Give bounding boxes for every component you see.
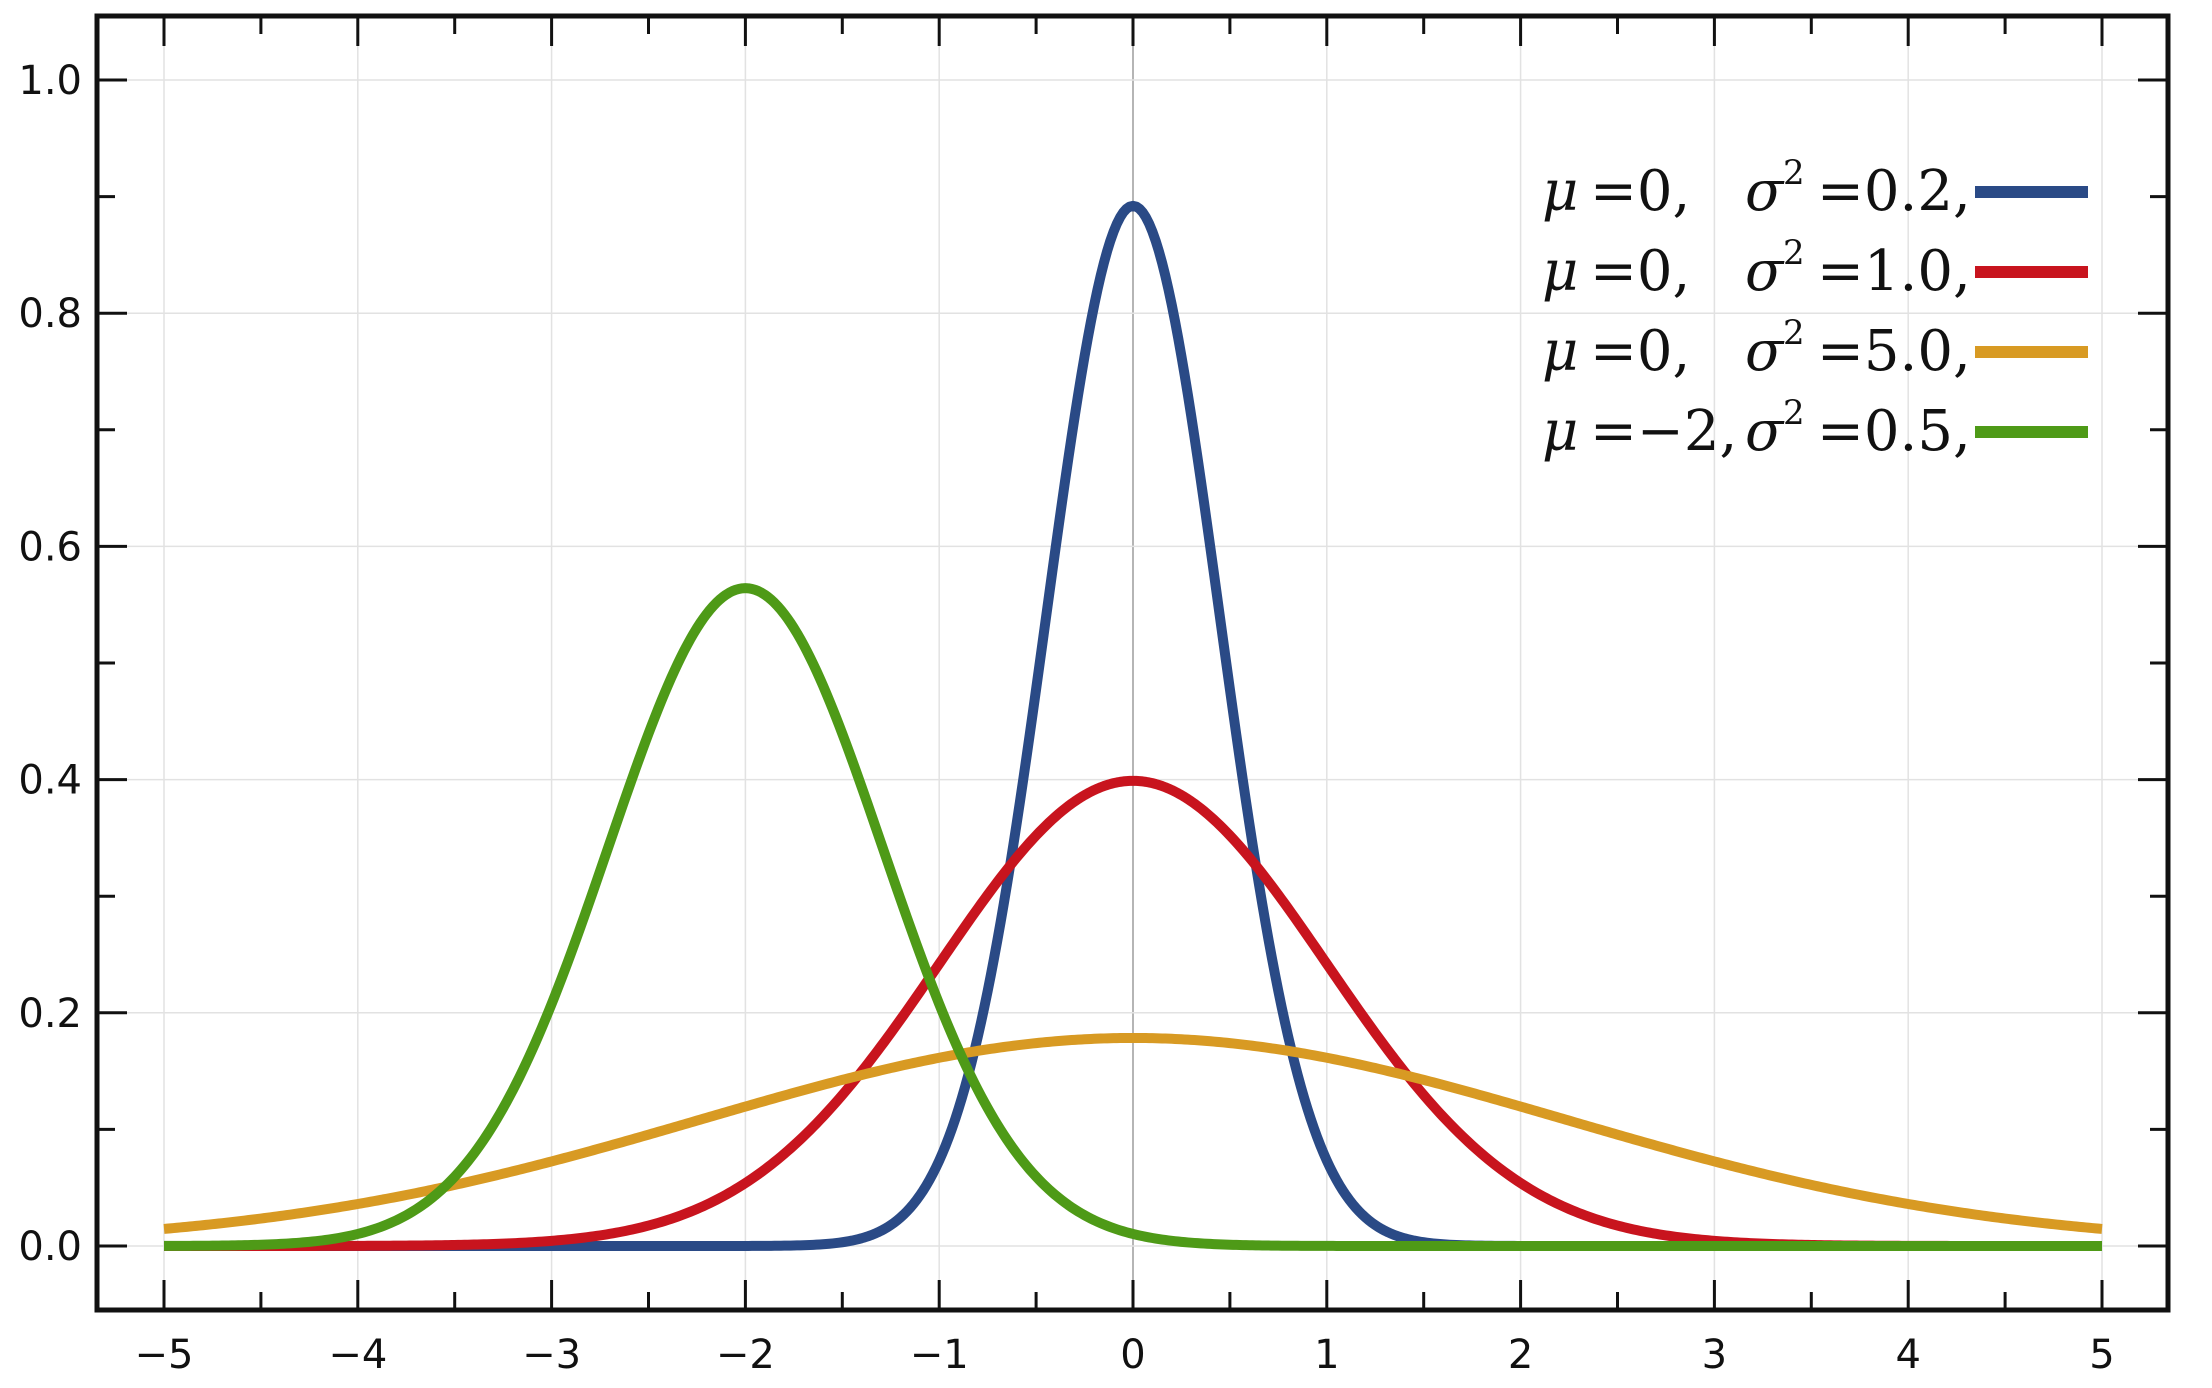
axis-ticks (97, 16, 2168, 1310)
legend-mu-value: =0, (1590, 239, 1690, 304)
x-tick-label: 3 (1702, 1332, 1727, 1378)
legend-sigma-value: =0.2, (1817, 159, 1971, 224)
legend-sigma-symbol: σ (1745, 399, 1785, 464)
legend-sigma-symbol: σ (1745, 319, 1785, 384)
legend: μ =0, σ 2 =0.2,μ =0, σ 2 =1.0,μ =0, σ 2 =5.0,μ =−2, σ 2… (1542, 153, 2088, 464)
legend-sigma-exponent: 2 (1783, 153, 1805, 193)
plot-frame (94, 13, 2171, 1313)
legend-mu-symbol: μ (1542, 319, 1578, 384)
legend-mu-symbol: μ (1542, 399, 1578, 464)
x-tick-label: 2 (1508, 1332, 1533, 1378)
x-tick-label: 0 (1120, 1332, 1145, 1378)
series-line-4 (162, 583, 2104, 1251)
x-tick-label: −5 (135, 1332, 194, 1378)
x-tick-label: −3 (522, 1332, 581, 1378)
legend-mu-value: =0, (1590, 319, 1690, 384)
y-tick-label: 0.0 (18, 1224, 82, 1270)
x-tick-labels: −5 −4 −3 −2 −1 0 1 2 3 4 5 (135, 1332, 2115, 1378)
legend-sigma-exponent: 2 (1783, 233, 1805, 273)
x-tick-label: 1 (1314, 1332, 1339, 1378)
x-tick-label: 5 (2089, 1332, 2114, 1378)
y-tick-label: 0.2 (18, 991, 82, 1037)
legend-sigma-exponent: 2 (1783, 313, 1805, 353)
legend-mu-value: =−2, (1590, 399, 1737, 464)
legend-sigma-exponent: 2 (1783, 393, 1805, 433)
x-tick-label: −4 (328, 1332, 387, 1378)
legend-sigma-value: =1.0, (1817, 239, 1971, 304)
legend-sigma-value: =5.0, (1817, 319, 1971, 384)
y-tick-label: 1.0 (18, 58, 82, 104)
y-tick-label: 0.8 (18, 291, 82, 337)
legend-mu-value: =0, (1590, 159, 1690, 224)
x-tick-label: 4 (1895, 1332, 1920, 1378)
legend-sigma-symbol: σ (1745, 239, 1785, 304)
legend-mu-symbol: μ (1542, 159, 1578, 224)
series-line-3 (162, 1032, 2104, 1234)
legend-sigma-value: =0.5, (1817, 399, 1971, 464)
x-tick-label: −2 (716, 1332, 775, 1378)
x-tick-label: −1 (910, 1332, 969, 1378)
y-tick-labels: 0.0 0.2 0.4 0.6 0.8 1.0 (18, 58, 82, 1270)
legend-mu-symbol: μ (1542, 239, 1578, 304)
y-tick-label: 0.6 (18, 524, 82, 570)
legend-sigma-symbol: σ (1745, 159, 1785, 224)
y-tick-label: 0.4 (18, 758, 82, 804)
curves (162, 200, 2104, 1251)
